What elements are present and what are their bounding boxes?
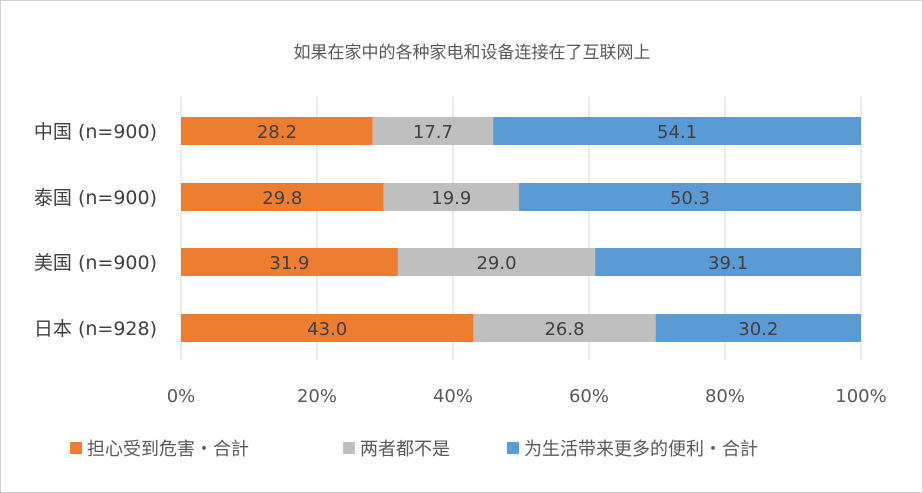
- x-tick-label: 80%: [705, 386, 745, 407]
- category-label: 日本 (n=928): [34, 318, 157, 340]
- data-label: 29.0: [476, 253, 516, 274]
- legend-label: 为生活带来更多的便利・合計: [524, 439, 758, 460]
- category-label: 中国 (n=900): [34, 121, 157, 143]
- category-label: 泰国 (n=900): [34, 187, 157, 209]
- chart-title: 如果在家中的各种家电和设备连接在了互联网上: [294, 43, 651, 63]
- data-label: 54.1: [657, 122, 697, 143]
- bar-segment: [595, 248, 861, 276]
- bar-segment: [473, 314, 656, 342]
- bar-segment: [383, 183, 519, 211]
- x-tick-label: 60%: [569, 386, 609, 407]
- x-axis-ticks: 0% 20% 40% 60% 80% 100%: [167, 386, 887, 407]
- data-label: 43.0: [307, 319, 347, 340]
- data-label: 28.2: [257, 122, 297, 143]
- legend-label: 担心受到危害・合計: [87, 439, 249, 460]
- bar-segment: [655, 314, 861, 342]
- legend-label: 两者都不是: [360, 439, 450, 460]
- legend-swatch: [507, 442, 519, 454]
- bar-segment: [518, 183, 861, 211]
- data-label: 29.8: [262, 188, 302, 209]
- bar-segment: [181, 117, 373, 145]
- data-label: 39.1: [708, 253, 748, 274]
- bar-segment: [493, 117, 861, 145]
- bar-segment: [397, 248, 596, 276]
- legend-swatch: [70, 442, 82, 454]
- bar-segment: [181, 248, 398, 276]
- bar-segment: [181, 183, 384, 211]
- legend: 担心受到危害・合計 两者都不是 为生活带来更多的便利・合計: [70, 439, 758, 460]
- bar-segment: [372, 117, 494, 145]
- x-tick-label: 0%: [167, 386, 196, 407]
- data-label: 30.2: [738, 319, 778, 340]
- bars: 28.2 17.7 54.1 29.8 19.9 50.3 31.9 29.0 39.1 43.0…: [181, 117, 861, 342]
- x-tick-label: 20%: [297, 386, 337, 407]
- x-tick-label: 100%: [835, 386, 886, 407]
- data-label: 31.9: [269, 253, 309, 274]
- category-label: 美国 (n=900): [34, 252, 157, 274]
- bar-segment: [181, 314, 474, 342]
- legend-swatch: [343, 442, 355, 454]
- x-tick-label: 40%: [433, 386, 473, 407]
- data-label: 26.8: [544, 319, 584, 340]
- data-label: 50.3: [670, 188, 710, 209]
- data-label: 19.9: [431, 188, 471, 209]
- data-label: 17.7: [413, 122, 453, 143]
- category-labels: 中国 (n=900) 泰国 (n=900) 美国 (n=900) 日本 (n=928): [34, 121, 157, 340]
